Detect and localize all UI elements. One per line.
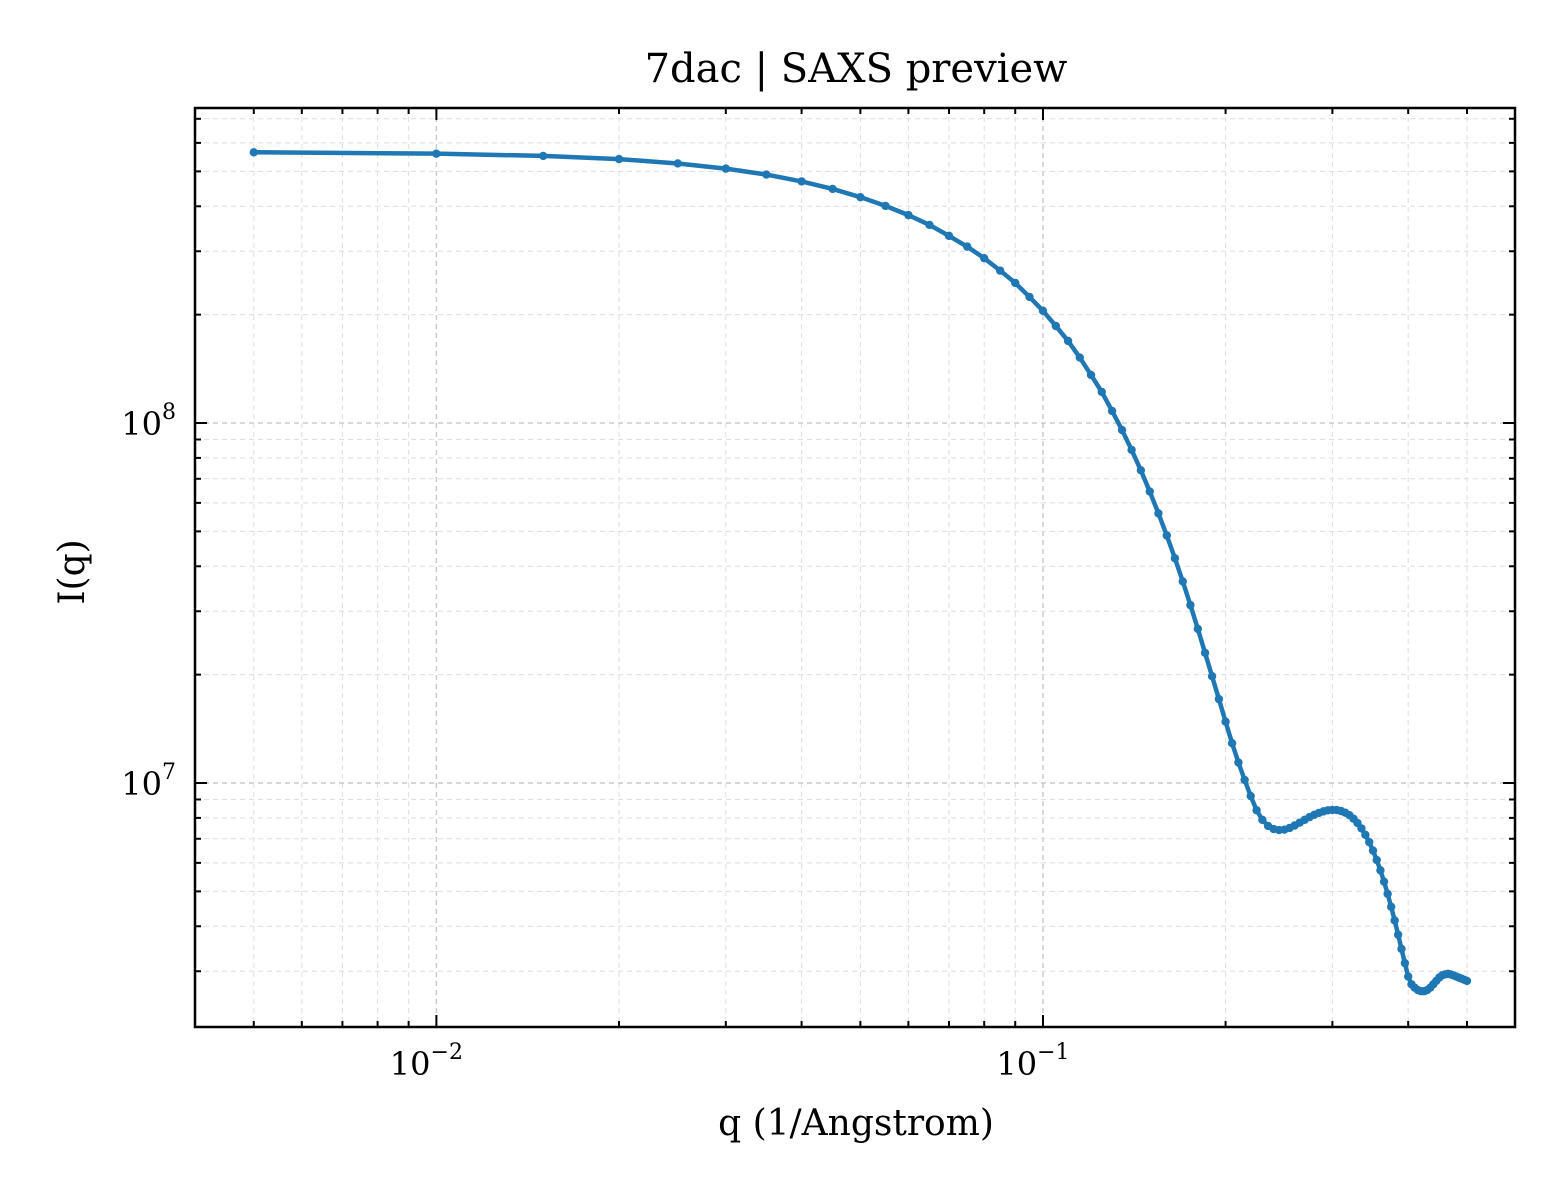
data-point (1075, 353, 1084, 362)
y-tick-labels: 107 108 (121, 400, 176, 803)
data-point (1258, 815, 1267, 825)
chart-title: 7dac | SAXS preview (645, 46, 1068, 92)
data-point (1186, 600, 1195, 610)
y-tick-label: 107 (121, 760, 176, 803)
data-point (1154, 509, 1163, 518)
data-point (1227, 738, 1237, 748)
data-point (1365, 837, 1374, 847)
data-point (1025, 292, 1034, 302)
data-point (1170, 554, 1180, 563)
data-point (1214, 694, 1224, 704)
data-point (1011, 278, 1020, 288)
data-point (673, 159, 682, 168)
data-point (979, 253, 989, 263)
data-point (995, 266, 1005, 275)
x-tick-label: 10−1 (996, 1040, 1069, 1083)
data-point (1462, 976, 1472, 986)
data-point (539, 151, 548, 161)
data-point (962, 242, 972, 251)
data-point (1246, 791, 1255, 801)
data-point (1193, 624, 1203, 634)
data-point (1063, 336, 1073, 346)
data-point (1376, 866, 1385, 875)
data-point (1086, 370, 1096, 380)
data-point (1386, 902, 1396, 912)
data-point (925, 220, 934, 230)
x-tick-label: 10−2 (390, 1040, 463, 1083)
data-point (1207, 672, 1217, 681)
data-point (944, 231, 954, 241)
data-point (249, 148, 258, 157)
data-point (762, 170, 771, 179)
data-point (1221, 717, 1230, 726)
data-point (1145, 487, 1154, 496)
data-point (1178, 577, 1187, 586)
data-point (1252, 806, 1261, 815)
data-point (1403, 972, 1413, 981)
y-tick-label: 108 (121, 400, 176, 443)
x-tick-labels: 10−2 10−1 (390, 1040, 1070, 1083)
data-point (1117, 425, 1127, 435)
data-point (1038, 306, 1048, 315)
data-point (721, 164, 731, 173)
data-point (1240, 775, 1249, 785)
data-point (1162, 531, 1171, 540)
data-point (1357, 824, 1366, 833)
data-point (1051, 321, 1061, 331)
data-point (1234, 758, 1243, 767)
data-point (904, 210, 913, 220)
y-axis-label: I(q) (52, 539, 93, 604)
data-point (1372, 855, 1381, 865)
data-point (1136, 466, 1146, 475)
plot-frame (193, 106, 1517, 1029)
data-point (432, 149, 441, 158)
data-point (1361, 830, 1370, 839)
data-point (1400, 958, 1410, 968)
data-point (1200, 648, 1210, 657)
data-point (1127, 445, 1136, 455)
data-point (856, 192, 865, 202)
data-point (614, 154, 624, 164)
grid (194, 108, 1515, 1027)
data-point (1107, 406, 1117, 416)
data-point (797, 177, 806, 186)
x-axis-label: q (1/Angstrom) (718, 1103, 994, 1144)
data-point (828, 184, 837, 194)
data-point (1097, 387, 1106, 397)
data-point (1383, 889, 1392, 899)
data-point (1390, 916, 1399, 925)
data-point (1393, 930, 1403, 939)
data-point (1379, 877, 1389, 886)
series-layer (249, 148, 1472, 996)
data-point (1397, 944, 1406, 954)
data-point (881, 201, 890, 211)
data-point (1368, 846, 1378, 855)
